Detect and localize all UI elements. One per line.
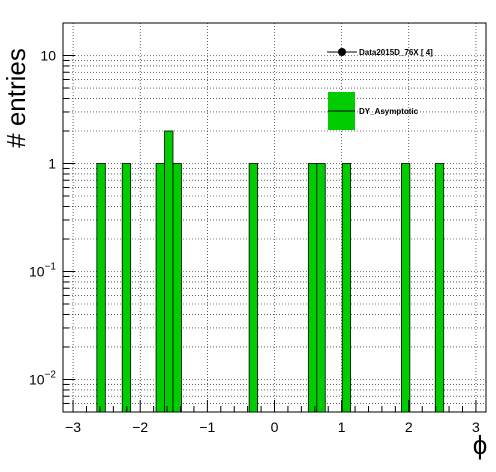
x-tick-label: 3: [472, 419, 480, 435]
x-tick-label: −2: [132, 419, 148, 435]
histogram-bar: [164, 130, 174, 413]
histogram-bar: [400, 163, 411, 413]
histogram-bar: [248, 163, 258, 413]
y-tick-label: 10−1: [29, 261, 56, 279]
y-tick-label: 1: [48, 156, 56, 172]
y-axis-title: # entries: [1, 48, 31, 148]
x-axis-title: ϕ: [473, 430, 488, 460]
legend: Data2015D_76X [ 4] DY_Asymptotic: [327, 48, 433, 130]
histogram-bar: [434, 163, 445, 413]
x-tick-label: 0: [271, 419, 279, 435]
legend-label-data: Data2015D_76X [ 4]: [359, 48, 433, 57]
y-tick-label: 10: [40, 48, 56, 64]
x-tick-label: −1: [199, 419, 215, 435]
histogram-bar: [121, 163, 132, 413]
histogram-bar: [316, 163, 326, 413]
histogram-bar: [307, 163, 318, 413]
y-tick-label: 10−2: [29, 369, 56, 387]
histogram-bar: [341, 163, 352, 413]
legend-data-marker: [338, 48, 346, 56]
x-tick-label: −3: [65, 419, 81, 435]
histogram-bar: [96, 163, 106, 413]
histogram-bar: [155, 163, 165, 413]
x-tick-label: 2: [405, 419, 413, 435]
histogram-bar: [172, 163, 182, 413]
x-tick-label: 1: [338, 419, 346, 435]
histogram-bars: [96, 130, 445, 413]
legend-label-mc: DY_Asymptotic: [359, 107, 419, 116]
